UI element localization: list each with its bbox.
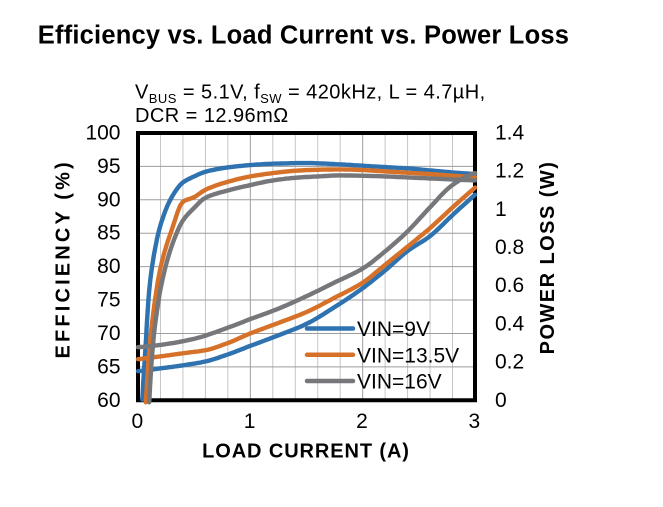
svg-text:VIN=16V: VIN=16V — [357, 371, 442, 394]
svg-text:90: 90 — [97, 188, 120, 211]
svg-text:0.4: 0.4 — [495, 312, 525, 335]
svg-text:3: 3 — [468, 410, 480, 433]
svg-text:1.2: 1.2 — [495, 160, 524, 183]
svg-text:60: 60 — [97, 389, 120, 412]
svg-text:1: 1 — [495, 198, 507, 221]
svg-text:75: 75 — [97, 289, 120, 312]
svg-text:1: 1 — [244, 410, 256, 433]
svg-text:VIN=9V: VIN=9V — [357, 318, 430, 341]
svg-text:0.2: 0.2 — [495, 351, 524, 374]
svg-text:LOAD CURRENT (A): LOAD CURRENT (A) — [202, 441, 410, 463]
svg-text:65: 65 — [97, 355, 120, 378]
svg-text:0.8: 0.8 — [495, 236, 524, 259]
svg-text:85: 85 — [97, 222, 120, 245]
svg-text:Efficiency vs. Load Current vs: Efficiency vs. Load Current vs. Power Lo… — [38, 21, 569, 49]
svg-text:POWER LOSS (W): POWER LOSS (W) — [537, 161, 559, 355]
svg-text:0: 0 — [131, 410, 143, 433]
svg-text:1.4: 1.4 — [495, 122, 525, 145]
svg-text:95: 95 — [97, 155, 120, 178]
svg-text:70: 70 — [97, 322, 120, 345]
svg-text:0: 0 — [495, 389, 507, 412]
svg-text:2: 2 — [356, 410, 368, 433]
svg-text:DCR = 12.96mΩ: DCR = 12.96mΩ — [135, 105, 289, 127]
svg-text:80: 80 — [97, 255, 120, 278]
svg-text:VBUS = 5.1V, fSW = 420kHz, L =: VBUS = 5.1V, fSW = 420kHz, L = 4.7µH, — [135, 81, 486, 106]
svg-text:0.6: 0.6 — [495, 274, 524, 297]
svg-text:100: 100 — [85, 122, 120, 145]
svg-text:EFFICIENCY (%): EFFICIENCY (%) — [53, 159, 75, 358]
svg-text:VIN=13.5V: VIN=13.5V — [357, 344, 459, 367]
